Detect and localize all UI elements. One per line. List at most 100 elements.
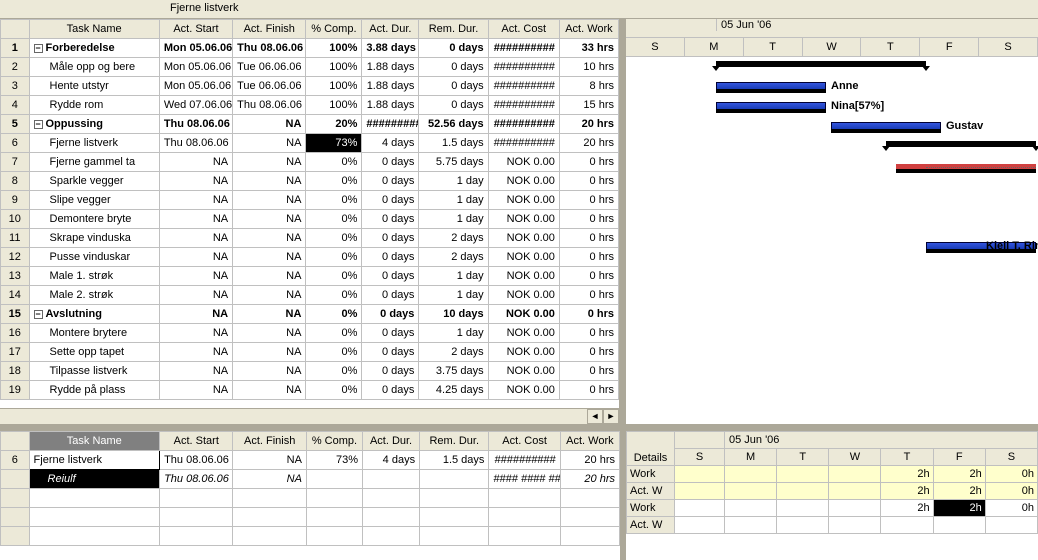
- cell[interactable]: #########: [362, 115, 419, 134]
- detail-row-label[interactable]: Work: [627, 466, 675, 483]
- cell[interactable]: Thu 08.06.06: [160, 451, 233, 470]
- gantt-bar[interactable]: [716, 89, 826, 93]
- day-header[interactable]: S: [985, 449, 1037, 466]
- cell[interactable]: 0 hrs: [559, 267, 618, 286]
- cell[interactable]: 0%: [306, 267, 362, 286]
- cell[interactable]: ##########: [488, 77, 559, 96]
- task-table[interactable]: Task Name Act. Start Act. Finish % Comp.…: [0, 19, 619, 400]
- cell[interactable]: 4.25 days: [419, 381, 488, 400]
- cell[interactable]: 0 hrs: [559, 153, 618, 172]
- day-header[interactable]: T: [777, 449, 829, 466]
- table-row[interactable]: [1, 527, 620, 546]
- collapse-icon[interactable]: −: [34, 44, 43, 53]
- gantt-row[interactable]: Anne: [626, 77, 1038, 97]
- cell[interactable]: NA: [159, 153, 232, 172]
- detail-cell[interactable]: [725, 466, 777, 483]
- cell[interactable]: 4 days: [362, 451, 419, 470]
- cell[interactable]: 2 days: [419, 229, 488, 248]
- cell[interactable]: 100%: [306, 77, 362, 96]
- detail-cell[interactable]: [725, 483, 777, 500]
- col-act-cost-bot[interactable]: Act. Cost: [489, 432, 560, 451]
- task-name-cell[interactable]: −Oppussing: [29, 115, 159, 134]
- cell[interactable]: NA: [159, 343, 232, 362]
- cell[interactable]: 0 days: [419, 39, 488, 58]
- gantt-bar[interactable]: [926, 167, 1036, 168]
- cell[interactable]: NA: [159, 210, 232, 229]
- scroll-left-icon[interactable]: ◄: [587, 409, 603, 424]
- cell[interactable]: 0%: [306, 362, 362, 381]
- detail-cell[interactable]: 2h: [933, 466, 985, 483]
- resource-name-cell[interactable]: Reiulf: [29, 470, 160, 489]
- cell[interactable]: NA: [233, 229, 306, 248]
- gantt-row[interactable]: [626, 157, 1038, 177]
- cell[interactable]: 0 days: [362, 305, 419, 324]
- cell[interactable]: #### #### ##: [489, 470, 560, 489]
- detail-row[interactable]: Act. W: [627, 517, 1038, 534]
- cell[interactable]: 0 hrs: [559, 305, 618, 324]
- table-row[interactable]: 1−ForberedelseMon 05.06.06Thu 08.06.0610…: [1, 39, 619, 58]
- gantt-row[interactable]: [626, 317, 1038, 337]
- cell[interactable]: 0%: [306, 381, 362, 400]
- cell[interactable]: ##########: [488, 134, 559, 153]
- cell[interactable]: NOK 0.00: [488, 191, 559, 210]
- cell[interactable]: NA: [233, 324, 306, 343]
- cell[interactable]: NA: [159, 362, 232, 381]
- detail-row[interactable]: Work2h2h0h: [627, 466, 1038, 483]
- row-number[interactable]: 16: [1, 324, 30, 343]
- cell[interactable]: 100%: [306, 96, 362, 115]
- row-number[interactable]: 12: [1, 248, 30, 267]
- task-name-cell[interactable]: Skrape vinduska: [29, 229, 159, 248]
- detail-cell[interactable]: [777, 517, 829, 534]
- day-header[interactable]: W: [829, 449, 881, 466]
- task-name-cell[interactable]: Demontere bryte: [29, 210, 159, 229]
- day-prev[interactable]: [675, 432, 725, 449]
- detail-cell[interactable]: [725, 517, 777, 534]
- gantt-bar[interactable]: [831, 129, 941, 133]
- cell[interactable]: 0 days: [362, 381, 419, 400]
- gantt-bar[interactable]: [926, 249, 1036, 253]
- col-act-work[interactable]: Act. Work: [559, 20, 618, 39]
- cell[interactable]: NOK 0.00: [488, 362, 559, 381]
- cell[interactable]: NA: [233, 115, 306, 134]
- cell[interactable]: 0%: [306, 324, 362, 343]
- row-number[interactable]: 14: [1, 286, 30, 305]
- cell[interactable]: NA: [233, 381, 306, 400]
- detail-cell[interactable]: [675, 517, 725, 534]
- cell[interactable]: 2 days: [419, 343, 488, 362]
- cell[interactable]: 0 hrs: [559, 286, 618, 305]
- cell[interactable]: NA: [233, 362, 306, 381]
- row-number[interactable]: 13: [1, 267, 30, 286]
- cell[interactable]: 8 hrs: [559, 77, 618, 96]
- cell[interactable]: [362, 470, 419, 489]
- cell[interactable]: 0 days: [362, 153, 419, 172]
- table-row[interactable]: 4Rydde romWed 07.06.06Thu 08.06.06100%1.…: [1, 96, 619, 115]
- task-name-cell[interactable]: Male 2. strøk: [29, 286, 159, 305]
- detail-cell[interactable]: [829, 483, 881, 500]
- detail-cell[interactable]: [777, 466, 829, 483]
- col-task-name[interactable]: Task Name: [29, 20, 159, 39]
- gantt-row[interactable]: [626, 337, 1038, 357]
- cell[interactable]: NOK 0.00: [488, 248, 559, 267]
- row-number[interactable]: 6: [1, 451, 30, 470]
- cell[interactable]: 5.75 days: [419, 153, 488, 172]
- cell[interactable]: 20 hrs: [560, 451, 619, 470]
- table-row[interactable]: 18Tilpasse listverkNANA0%0 days3.75 days…: [1, 362, 619, 381]
- day-header[interactable]: M: [725, 449, 777, 466]
- cell[interactable]: 1.88 days: [362, 96, 419, 115]
- cell[interactable]: ##########: [488, 39, 559, 58]
- cell[interactable]: 0%: [306, 343, 362, 362]
- cell[interactable]: NA: [233, 210, 306, 229]
- col-act-start-bot[interactable]: Act. Start: [160, 432, 233, 451]
- table-row[interactable]: 12Pusse vinduskarNANA0%0 days2 daysNOK 0…: [1, 248, 619, 267]
- cell[interactable]: 33 hrs: [559, 39, 618, 58]
- gantt-row[interactable]: [626, 397, 1038, 417]
- detail-cell[interactable]: 2h: [933, 483, 985, 500]
- scroll-right-icon[interactable]: ►: [603, 409, 619, 424]
- row-number[interactable]: 5: [1, 115, 30, 134]
- detail-cell[interactable]: [829, 517, 881, 534]
- cell[interactable]: Thu 08.06.06: [159, 115, 232, 134]
- cell[interactable]: 0 hrs: [559, 381, 618, 400]
- cell[interactable]: Thu 08.06.06: [233, 39, 306, 58]
- detail-cell[interactable]: [675, 483, 725, 500]
- cell[interactable]: 0 hrs: [559, 343, 618, 362]
